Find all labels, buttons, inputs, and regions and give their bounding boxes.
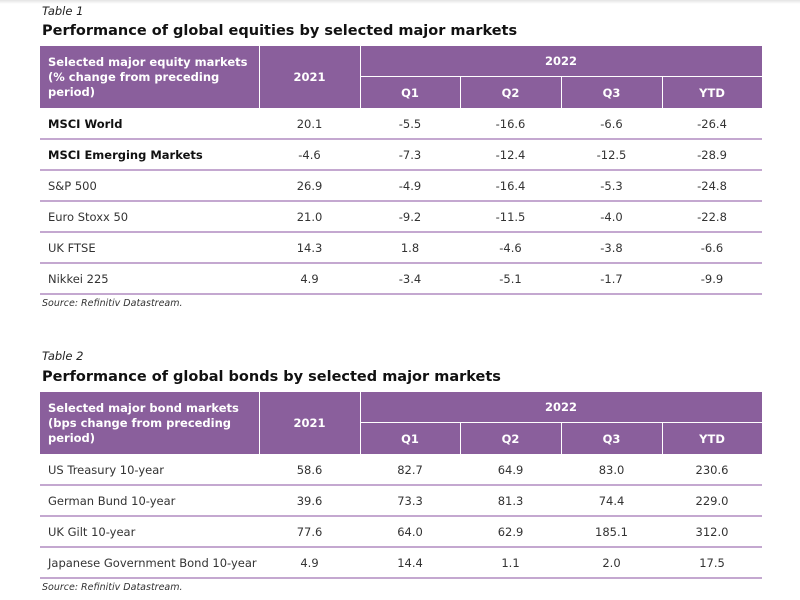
row-name: Nikkei 225: [40, 263, 259, 295]
table-row: UK FTSE 14.3 1.8 -4.6 -3.8 -6.6: [40, 232, 763, 264]
year-2022-header: 2022: [359, 46, 763, 77]
cell-value: -3.4: [360, 263, 460, 295]
cell-value: -9.2: [360, 201, 460, 233]
cell-value: -5.3: [561, 170, 662, 202]
cell-value: -1.7: [561, 263, 662, 295]
period-header-q1: Q1: [359, 76, 461, 109]
cell-value: -22.8: [662, 201, 763, 233]
cell-value: -4.6: [460, 232, 561, 264]
table-row: S&P 500 26.9 -4.9 -16.4 -5.3 -24.8: [40, 170, 763, 202]
cell-value: 4.9: [259, 263, 360, 295]
cell-value: 39.6: [259, 485, 360, 517]
cell-value: 185.1: [561, 516, 662, 548]
equities-table: Selected major equity markets (% change …: [40, 46, 763, 295]
cell-value: 73.3: [360, 485, 460, 517]
cell-value: 17.5: [662, 547, 763, 579]
cell-value: 229.0: [662, 485, 763, 517]
cell-value: 64.9: [460, 454, 561, 486]
year-2022-header: 2022: [359, 392, 763, 423]
cell-value: 74.4: [561, 485, 662, 517]
period-header-q2: Q2: [459, 422, 562, 455]
row-name: Euro Stoxx 50: [40, 201, 259, 233]
cell-value: -12.5: [561, 139, 662, 171]
row-name: UK Gilt 10-year: [40, 516, 259, 548]
cell-value: -6.6: [662, 232, 763, 264]
period-header-ytd: YTD: [661, 422, 763, 455]
table1-title: Performance of global equities by select…: [42, 23, 518, 39]
cell-value: -7.3: [360, 139, 460, 171]
table-row: Japanese Government Bond 10-year 4.9 14.4 1…: [40, 547, 763, 579]
cell-value: -5.1: [460, 263, 561, 295]
cell-value: -26.4: [662, 108, 763, 140]
year-2021-header: 2021: [258, 392, 361, 455]
table1-source: Source: Refinitiv Datastream.: [42, 298, 183, 309]
row-name: UK FTSE: [40, 232, 259, 264]
cell-value: 83.0: [561, 454, 662, 486]
cell-value: -28.9: [662, 139, 763, 171]
period-header-q3: Q3: [560, 422, 663, 455]
cell-value: 14.3: [259, 232, 360, 264]
bonds-table: Selected major bond markets (bps change …: [40, 392, 763, 579]
period-header-row: Q1 Q2 Q3 YTD: [40, 422, 763, 455]
cell-value: 82.7: [360, 454, 460, 486]
table-row: UK Gilt 10-year 77.6 64.0 62.9 185.1 312.0: [40, 516, 763, 548]
cell-value: 77.6: [259, 516, 360, 548]
table-header: Selected major equity markets (% change …: [40, 46, 763, 109]
cell-value: -16.6: [460, 108, 561, 140]
row-label-header: Selected major equity markets (% change …: [40, 46, 260, 109]
top-shadow: [0, 0, 800, 4]
header-row: Selected major equity markets (% change …: [40, 46, 763, 109]
cell-value: 62.9: [460, 516, 561, 548]
period-header-q1: Q1: [359, 422, 461, 455]
cell-value: 26.9: [259, 170, 360, 202]
cell-value: 14.4: [360, 547, 460, 579]
cell-value: -9.9: [662, 263, 763, 295]
row-name: S&P 500: [40, 170, 259, 202]
cell-value: -4.0: [561, 201, 662, 233]
table-row: Nikkei 225 4.9 -3.4 -5.1 -1.7 -9.9: [40, 263, 763, 295]
row-label-header: Selected major bond markets (bps change …: [40, 392, 260, 455]
table-row: MSCI Emerging Markets -4.6 -7.3 -12.4 -12.5-…: [40, 139, 763, 171]
period-header-q3: Q3: [560, 76, 663, 109]
cell-value: -4.9: [360, 170, 460, 202]
cell-value: -6.6: [561, 108, 662, 140]
table-row: German Bund 10-year 39.6 73.3 81.3 74.4 229.0: [40, 485, 763, 517]
row-name: German Bund 10-year: [40, 485, 259, 517]
row-name: Japanese Government Bond 10-year: [40, 547, 259, 579]
row-name: MSCI World: [40, 108, 259, 140]
cell-value: 21.0: [259, 201, 360, 233]
cell-value: -12.4: [460, 139, 561, 171]
cell-value: 58.6: [259, 454, 360, 486]
cell-value: 2.0: [561, 547, 662, 579]
table-row: US Treasury 10-year 58.6 82.7 64.9 83.0 230.6: [40, 454, 763, 486]
year-2021-header: 2021: [258, 46, 361, 109]
table2-title: Performance of global bonds by selected …: [42, 369, 501, 385]
cell-value: 20.1: [259, 108, 360, 140]
cell-value: -4.6: [259, 139, 360, 171]
row-name: MSCI Emerging Markets: [40, 139, 259, 171]
cell-value: 4.9: [259, 547, 360, 579]
period-header-q2: Q2: [459, 76, 562, 109]
table2-label: Table 2: [42, 349, 84, 363]
period-header-row: Q1 Q2 Q3 YTD: [40, 76, 763, 109]
row-name: US Treasury 10-year: [40, 454, 259, 486]
cell-value: -16.4: [460, 170, 561, 202]
cell-value: 81.3: [460, 485, 561, 517]
cell-value: 1.8: [360, 232, 460, 264]
table1-label: Table 1: [42, 4, 84, 18]
table2-source: Source: Refinitiv Datastream.: [42, 582, 183, 593]
cell-value: -24.8: [662, 170, 763, 202]
table-header: Selected major bond markets (bps change …: [40, 392, 763, 455]
cell-value: 64.0: [360, 516, 460, 548]
table-row: MSCI World 20.1 -5.5 -16.6 -6.6 -26.4: [40, 108, 763, 140]
cell-value: -5.5: [360, 108, 460, 140]
cell-value: 1.1: [460, 547, 561, 579]
cell-value: -11.5: [460, 201, 561, 233]
cell-value: 312.0: [662, 516, 763, 548]
cell-value: -3.8: [561, 232, 662, 264]
header-row: Selected major bond markets (bps change …: [40, 392, 763, 455]
table-row: Euro Stoxx 50 21.0 -9.2 -11.5 -4.0 -22.8: [40, 201, 763, 233]
period-header-ytd: YTD: [661, 76, 763, 109]
cell-value: 230.6: [662, 454, 763, 486]
